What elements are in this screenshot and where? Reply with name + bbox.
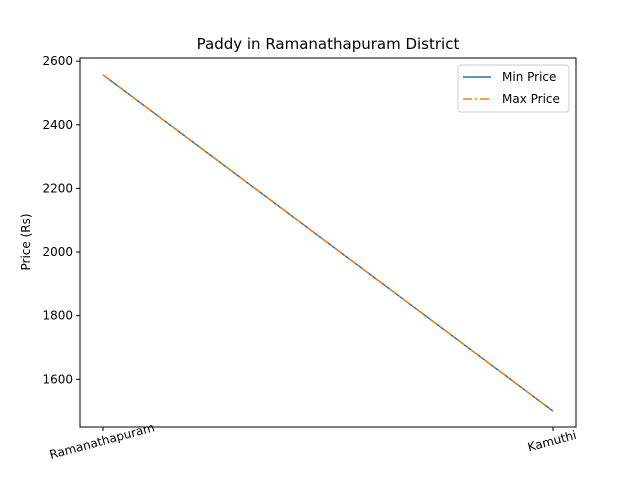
y-axis: 1600 1800 2000 2200 2400 2600 xyxy=(42,54,80,386)
legend-label: Min Price xyxy=(502,70,556,84)
y-tick-label: 2000 xyxy=(42,245,73,259)
chart-title: Paddy in Ramanathapuram District xyxy=(197,35,460,53)
legend-label: Max Price xyxy=(502,92,560,106)
y-tick-label: 2600 xyxy=(42,54,73,68)
series-group xyxy=(102,74,554,412)
x-tick-label: Kamuthi xyxy=(526,428,578,454)
plot-area xyxy=(79,57,577,428)
y-axis-label: Price (Rs) xyxy=(19,213,33,270)
legend: Min Price Max Price xyxy=(457,64,570,113)
y-tick-label: 1600 xyxy=(42,372,73,386)
y-tick-label: 1800 xyxy=(42,309,73,323)
y-tick-label: 2400 xyxy=(42,118,73,132)
y-tick-label: 2200 xyxy=(42,181,73,195)
axes-frame xyxy=(79,57,577,428)
series-line xyxy=(102,74,554,412)
